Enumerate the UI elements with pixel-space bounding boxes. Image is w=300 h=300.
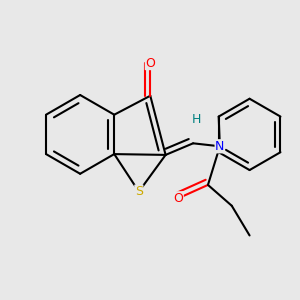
Text: N: N (215, 140, 224, 153)
Text: S: S (135, 185, 143, 198)
Text: O: O (173, 192, 183, 205)
Text: H: H (191, 113, 201, 126)
Text: O: O (146, 57, 155, 70)
